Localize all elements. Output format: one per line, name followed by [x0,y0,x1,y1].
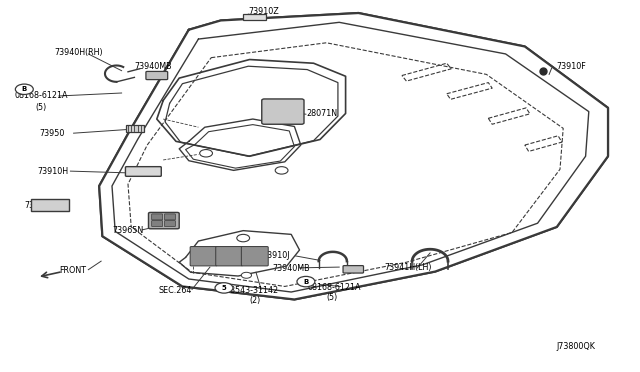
Circle shape [241,272,252,278]
Text: 73910H: 73910H [37,167,68,176]
Text: (2): (2) [250,296,261,305]
Text: 08168-6121A: 08168-6121A [307,283,361,292]
Text: 73910F: 73910F [557,62,586,71]
Text: 73940H(RH): 73940H(RH) [54,48,103,57]
FancyBboxPatch shape [125,167,161,176]
Text: 08543-31142: 08543-31142 [225,286,278,295]
FancyBboxPatch shape [243,14,266,20]
FancyBboxPatch shape [152,214,163,220]
FancyBboxPatch shape [146,71,168,80]
Text: 28071N: 28071N [306,109,337,118]
Text: 73910Z: 73910Z [248,7,279,16]
Text: SEC.264: SEC.264 [159,286,192,295]
Circle shape [275,167,288,174]
Text: 08168-6121A: 08168-6121A [14,92,68,100]
Polygon shape [99,13,608,299]
Text: B: B [303,279,308,285]
Text: J73800QK: J73800QK [557,342,596,351]
Text: 73950: 73950 [40,129,65,138]
Text: 73914E: 73914E [24,201,54,210]
Circle shape [237,234,250,242]
Text: 73910J: 73910J [262,251,290,260]
FancyBboxPatch shape [241,247,268,266]
Text: 73940MB: 73940MB [134,62,172,71]
Circle shape [297,276,315,287]
FancyBboxPatch shape [148,212,179,229]
FancyBboxPatch shape [343,266,364,273]
Text: 5: 5 [221,285,227,291]
Text: FRONT: FRONT [59,266,86,275]
Circle shape [200,150,212,157]
Circle shape [215,283,233,293]
Text: 73940MB: 73940MB [272,264,310,273]
FancyBboxPatch shape [164,214,175,220]
FancyBboxPatch shape [126,125,144,132]
Text: (5): (5) [326,293,338,302]
Text: B: B [22,86,27,92]
Text: 73941H(LH): 73941H(LH) [384,263,431,272]
FancyBboxPatch shape [31,199,69,211]
FancyBboxPatch shape [152,221,163,227]
FancyBboxPatch shape [164,221,175,227]
FancyBboxPatch shape [190,247,217,266]
FancyBboxPatch shape [216,247,243,266]
FancyBboxPatch shape [262,99,304,124]
Text: 73965N: 73965N [112,226,143,235]
Text: (5): (5) [35,103,47,112]
Circle shape [15,84,33,94]
